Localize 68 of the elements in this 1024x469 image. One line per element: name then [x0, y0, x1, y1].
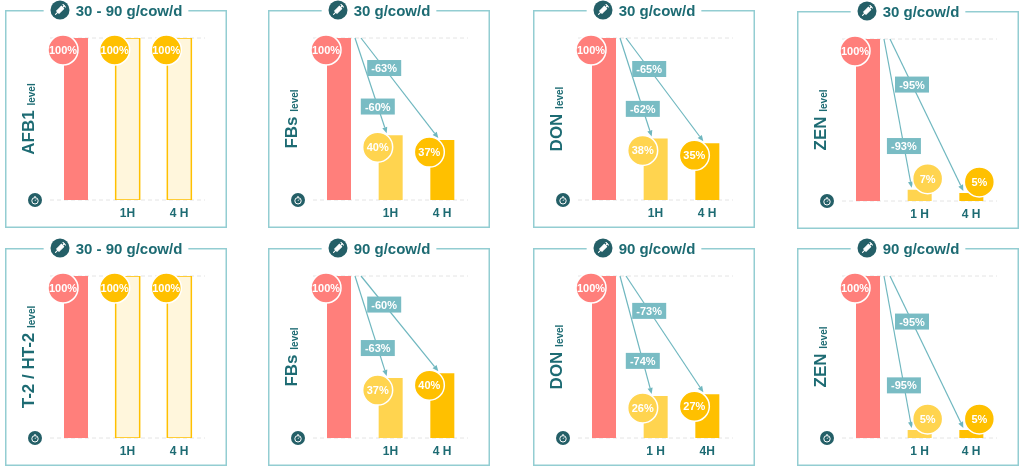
y-axis-title: FBs level [282, 327, 301, 387]
x-tick-label: 1 H [910, 206, 929, 221]
data-label: 5% [919, 412, 936, 425]
data-label: 100% [48, 44, 78, 56]
x-tick-label: 4 H [432, 443, 452, 458]
data-label: 40% [366, 141, 389, 154]
chart-title: 30 - 90 g/cow/d [75, 1, 183, 19]
chart-title: 30 g/cow/d [618, 1, 696, 19]
data-label: 26% [631, 401, 654, 414]
x-tick-label: 1H [119, 205, 136, 220]
chart-title: 30 - 90 g/cow/d [75, 239, 183, 257]
x-tick-label: 1H [119, 443, 136, 458]
data-label: 5% [971, 412, 988, 425]
data-label: 37% [418, 146, 441, 159]
x-tick-label: 4 H [961, 206, 981, 221]
annotation: -74% [629, 354, 656, 367]
data-label: 35% [683, 149, 706, 162]
chart-title: 30 g/cow/d [353, 1, 431, 19]
y-axis-title: DON level [547, 86, 566, 152]
data-label: 100% [576, 44, 606, 56]
data-label: 100% [840, 282, 870, 294]
chart-title: 90 g/cow/d [618, 239, 696, 257]
y-axis-title: FBs level [282, 89, 301, 149]
y-axis-title: DON level [547, 324, 566, 390]
x-tick-label: 1 H [910, 443, 929, 458]
chart-title: 90 g/cow/d [882, 239, 960, 257]
annotation: -73% [636, 304, 663, 317]
x-tick-label: 4 H [961, 443, 981, 458]
x-tick-label: 4 H [169, 443, 189, 458]
x-tick-label: 1H [382, 443, 399, 458]
data-label: 100% [100, 282, 129, 294]
annotation: -93% [891, 140, 917, 153]
x-tick-label: 1H [647, 205, 664, 220]
x-tick-label: 4 H [432, 205, 452, 220]
data-label: 5% [971, 175, 988, 188]
chart-title: 90 g/cow/d [353, 239, 431, 257]
data-label: 100% [48, 282, 78, 294]
annotation: -95% [899, 315, 926, 328]
x-tick-label: 1 H [646, 443, 665, 458]
annotation: -60% [364, 100, 391, 113]
y-axis-title: AFB1 level [19, 83, 38, 155]
annotation: -63% [371, 62, 398, 75]
x-tick-label: 4H [699, 443, 715, 458]
data-label: 100% [152, 282, 181, 294]
y-axis-title: ZEN level [811, 326, 830, 388]
data-label: 100% [100, 44, 129, 56]
x-tick-label: 4 H [169, 205, 189, 220]
data-label: 100% [152, 44, 181, 56]
x-tick-label: 1H [382, 205, 399, 220]
data-label: 100% [576, 282, 606, 294]
chart-title: 30 g/cow/d [882, 2, 960, 20]
x-tick-label: 4 H [697, 205, 717, 220]
data-label: 38% [631, 144, 654, 157]
annotation: -95% [899, 78, 926, 91]
data-label: 100% [311, 44, 341, 56]
data-label: 100% [840, 45, 870, 57]
annotation: -65% [636, 62, 663, 75]
y-axis-title: ZEN level [811, 89, 830, 151]
annotation: -60% [371, 298, 398, 311]
data-label: 37% [366, 384, 389, 397]
y-axis-title: T-2 / HT-2 level [19, 305, 38, 409]
data-label: 7% [919, 172, 936, 185]
annotation: -95% [891, 379, 917, 392]
annotation: -63% [364, 342, 391, 355]
data-label: 40% [418, 379, 441, 392]
annotation: -62% [629, 102, 656, 115]
data-label: 27% [683, 400, 706, 413]
data-label: 100% [311, 282, 341, 294]
